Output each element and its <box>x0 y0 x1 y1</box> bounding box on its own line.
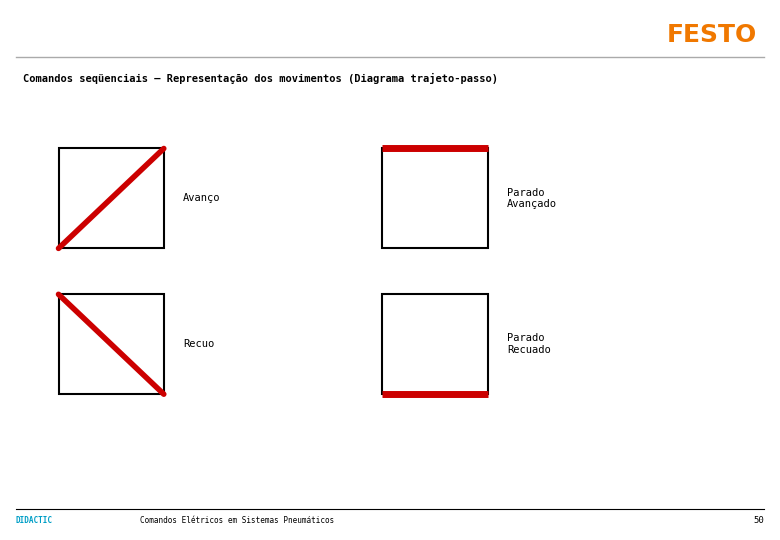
Text: Comandos seqüenciais – Representação dos movimentos (Diagrama trajeto-passo): Comandos seqüenciais – Representação dos… <box>23 73 498 84</box>
Text: Recuo: Recuo <box>183 339 214 349</box>
Bar <box>382 148 488 248</box>
Text: DIDACTIC: DIDACTIC <box>16 516 52 525</box>
Text: Avanço: Avanço <box>183 193 221 204</box>
Text: Comandos Elétricos em Sistemas Pneumáticos: Comandos Elétricos em Sistemas Pneumátic… <box>140 516 335 525</box>
Text: Parado
Recuado: Parado Recuado <box>507 333 551 355</box>
Bar <box>58 294 164 394</box>
Bar <box>58 148 164 248</box>
Text: 50: 50 <box>753 516 764 525</box>
Text: Parado
Avançado: Parado Avançado <box>507 187 557 209</box>
Text: FESTO: FESTO <box>666 23 757 47</box>
Bar <box>382 294 488 394</box>
